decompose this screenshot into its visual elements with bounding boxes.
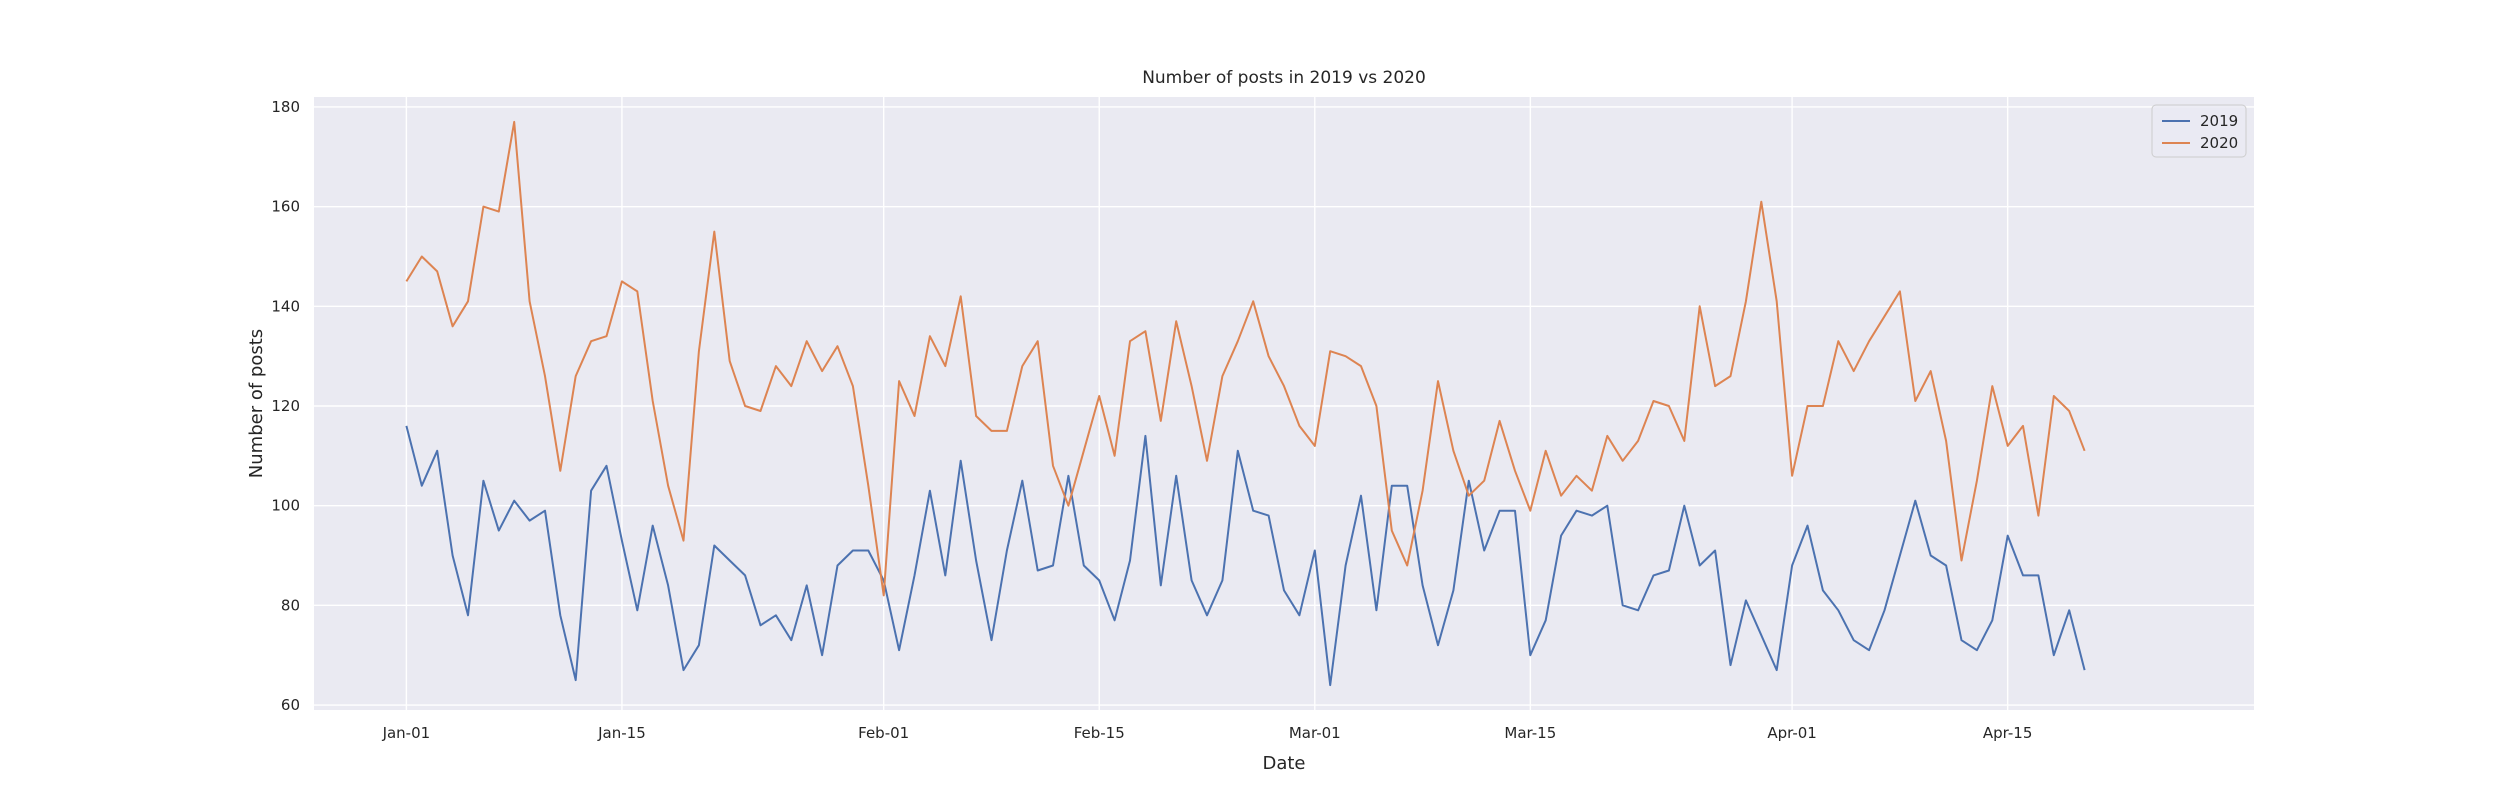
y-tick-label: 80 <box>281 596 300 614</box>
series-line-2019 <box>405 425 2086 687</box>
x-tick-label: Jan-01 <box>382 724 431 742</box>
x-tick-label: Feb-15 <box>1074 724 1125 742</box>
x-tick-label: Feb-01 <box>858 724 909 742</box>
plot-area <box>314 97 2254 710</box>
grid <box>314 97 2254 710</box>
x-tick-label: Apr-01 <box>1767 724 1817 742</box>
y-tick-label: 60 <box>281 696 300 714</box>
x-axis-ticks: Jan-01 Jan-15 Feb-01 Feb-15 Mar-01 Mar-15 Apr-… <box>382 724 2033 742</box>
y-axis-label: Number of posts <box>246 329 267 478</box>
series-line-2020 <box>405 120 2086 597</box>
chart-title: Number of posts in 2019 vs 2020 <box>1142 68 1426 88</box>
x-tick-label: Jan-15 <box>597 724 646 742</box>
y-tick-label: 100 <box>271 497 300 515</box>
x-axis-label: Date <box>1262 753 1305 774</box>
y-tick-label: 140 <box>271 297 300 315</box>
x-tick-label: Apr-15 <box>1983 724 2033 742</box>
x-tick-label: Mar-01 <box>1289 724 1341 742</box>
series-lines <box>405 120 2086 687</box>
legend: 2019 2020 <box>2151 104 2247 158</box>
y-tick-label: 180 <box>271 98 300 116</box>
legend-label: 2020 <box>2200 134 2238 152</box>
x-tick-label: Mar-15 <box>1504 724 1556 742</box>
y-tick-label: 160 <box>271 198 300 216</box>
legend-label: 2019 <box>2200 112 2238 130</box>
y-tick-label: 120 <box>271 397 300 415</box>
y-axis-ticks: 60 80 100 120 140 160 180 <box>271 98 300 714</box>
